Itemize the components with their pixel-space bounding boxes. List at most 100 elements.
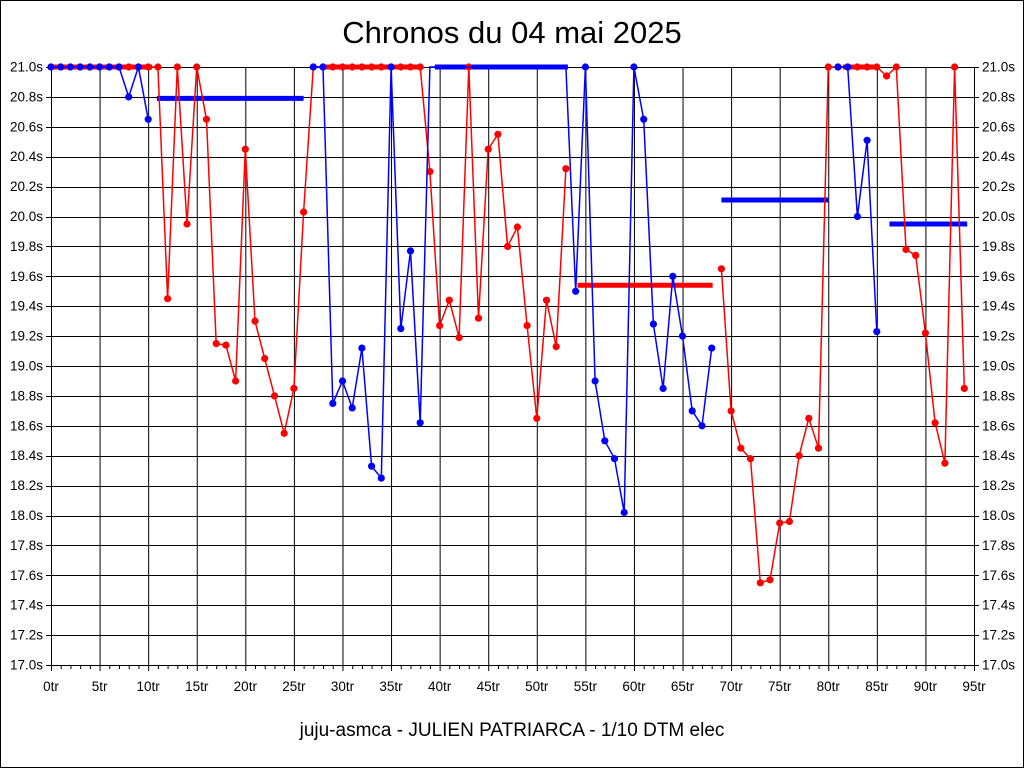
data-point bbox=[921, 329, 930, 337]
data-point bbox=[212, 340, 220, 348]
data-point bbox=[892, 63, 900, 71]
data-point bbox=[261, 354, 269, 363]
y-axis-label-left: 19.4s bbox=[10, 299, 43, 314]
data-point bbox=[853, 63, 862, 71]
x-axis-label: 40tr bbox=[428, 679, 452, 694]
x-axis-label: 85tr bbox=[865, 679, 889, 694]
data-point bbox=[853, 212, 862, 221]
x-axis-label: 25tr bbox=[282, 679, 306, 694]
data-point bbox=[552, 343, 560, 351]
data-point bbox=[426, 168, 434, 176]
y-axis-label-right: 18.8s bbox=[982, 388, 1015, 403]
data-point bbox=[620, 508, 628, 517]
y-axis-label-right: 21.0s bbox=[982, 60, 1015, 75]
y-axis-label-right: 18.2s bbox=[982, 478, 1015, 493]
data-point bbox=[105, 63, 113, 71]
y-axis-label-left: 18.2s bbox=[10, 478, 43, 493]
data-point bbox=[960, 384, 968, 392]
data-point bbox=[86, 63, 94, 71]
data-point bbox=[290, 384, 298, 392]
y-axis-label-left: 20.2s bbox=[10, 179, 43, 194]
y-axis-label-right: 19.0s bbox=[982, 359, 1015, 374]
data-point bbox=[202, 115, 211, 123]
data-point bbox=[416, 419, 424, 427]
data-point bbox=[329, 399, 337, 407]
data-point bbox=[125, 93, 133, 101]
data-point bbox=[319, 63, 327, 71]
data-point bbox=[844, 63, 852, 71]
data-point bbox=[377, 63, 385, 71]
chart-title: Chronos du 04 mai 2025 bbox=[342, 15, 682, 50]
data-point bbox=[348, 63, 356, 71]
data-point bbox=[649, 320, 658, 328]
data-point bbox=[125, 63, 133, 71]
y-axis-label-left: 19.2s bbox=[10, 329, 43, 344]
data-point bbox=[776, 519, 784, 527]
data-point bbox=[708, 344, 716, 352]
data-point bbox=[601, 437, 609, 445]
x-axis-label: 60tr bbox=[622, 679, 646, 694]
data-point bbox=[805, 414, 813, 422]
data-point bbox=[144, 63, 152, 71]
y-axis-label-right: 20.4s bbox=[982, 149, 1015, 164]
data-point bbox=[863, 63, 871, 71]
data-point bbox=[115, 63, 123, 71]
data-point bbox=[397, 325, 405, 333]
y-axis-label-left: 19.6s bbox=[10, 269, 43, 284]
data-point bbox=[902, 245, 910, 253]
data-point bbox=[241, 145, 249, 153]
series-line bbox=[838, 66, 878, 332]
data-point bbox=[688, 407, 696, 415]
data-point bbox=[397, 63, 405, 71]
y-axis-label-right: 17.8s bbox=[982, 538, 1015, 553]
data-point bbox=[455, 334, 463, 342]
data-point bbox=[76, 63, 84, 71]
x-axis-label: 55tr bbox=[574, 679, 598, 694]
chart-footer: juju-asmca - JULIEN PATRIARCA - 1/10 DTM… bbox=[299, 720, 725, 741]
x-axis-label: 20tr bbox=[234, 679, 258, 694]
y-axis-label-left: 19.0s bbox=[10, 359, 43, 374]
data-point bbox=[416, 63, 424, 71]
data-point bbox=[368, 63, 376, 71]
x-axis-label: 10tr bbox=[137, 679, 161, 694]
x-axis-label: 90tr bbox=[914, 679, 938, 694]
data-point bbox=[513, 223, 522, 231]
series-line bbox=[720, 65, 966, 584]
data-point bbox=[873, 63, 881, 71]
grid-layer bbox=[46, 67, 979, 666]
data-point bbox=[348, 404, 356, 412]
data-point bbox=[766, 576, 774, 584]
x-axis-label: 0tr bbox=[43, 679, 59, 694]
data-point bbox=[873, 328, 881, 336]
data-point bbox=[630, 63, 638, 71]
data-point bbox=[358, 344, 366, 352]
data-point bbox=[164, 295, 172, 303]
data-point bbox=[57, 63, 65, 71]
data-point bbox=[562, 165, 570, 173]
data-point bbox=[834, 63, 842, 71]
x-axis-label: 30tr bbox=[331, 679, 355, 694]
data-point bbox=[387, 63, 395, 71]
data-point bbox=[193, 63, 201, 71]
y-axis-label-right: 18.0s bbox=[982, 508, 1015, 523]
data-point bbox=[173, 63, 181, 71]
data-point bbox=[377, 474, 385, 482]
y-axis-label-left: 18.6s bbox=[10, 418, 43, 433]
data-point bbox=[66, 63, 74, 71]
data-point bbox=[717, 265, 726, 273]
series-red-driver bbox=[47, 63, 968, 587]
data-point bbox=[785, 517, 794, 526]
data-point bbox=[698, 422, 706, 430]
y-axis-label-right: 17.2s bbox=[982, 628, 1015, 643]
data-point bbox=[542, 296, 551, 304]
data-point bbox=[533, 414, 541, 422]
data-point bbox=[756, 579, 764, 587]
x-axis-label: 65tr bbox=[671, 679, 695, 694]
y-axis-label-left: 18.8s bbox=[10, 388, 43, 403]
data-point bbox=[523, 322, 531, 330]
data-point bbox=[640, 115, 648, 123]
x-axis-label: 95tr bbox=[962, 679, 986, 694]
data-point bbox=[581, 63, 590, 71]
series-blue-driver bbox=[47, 63, 881, 517]
